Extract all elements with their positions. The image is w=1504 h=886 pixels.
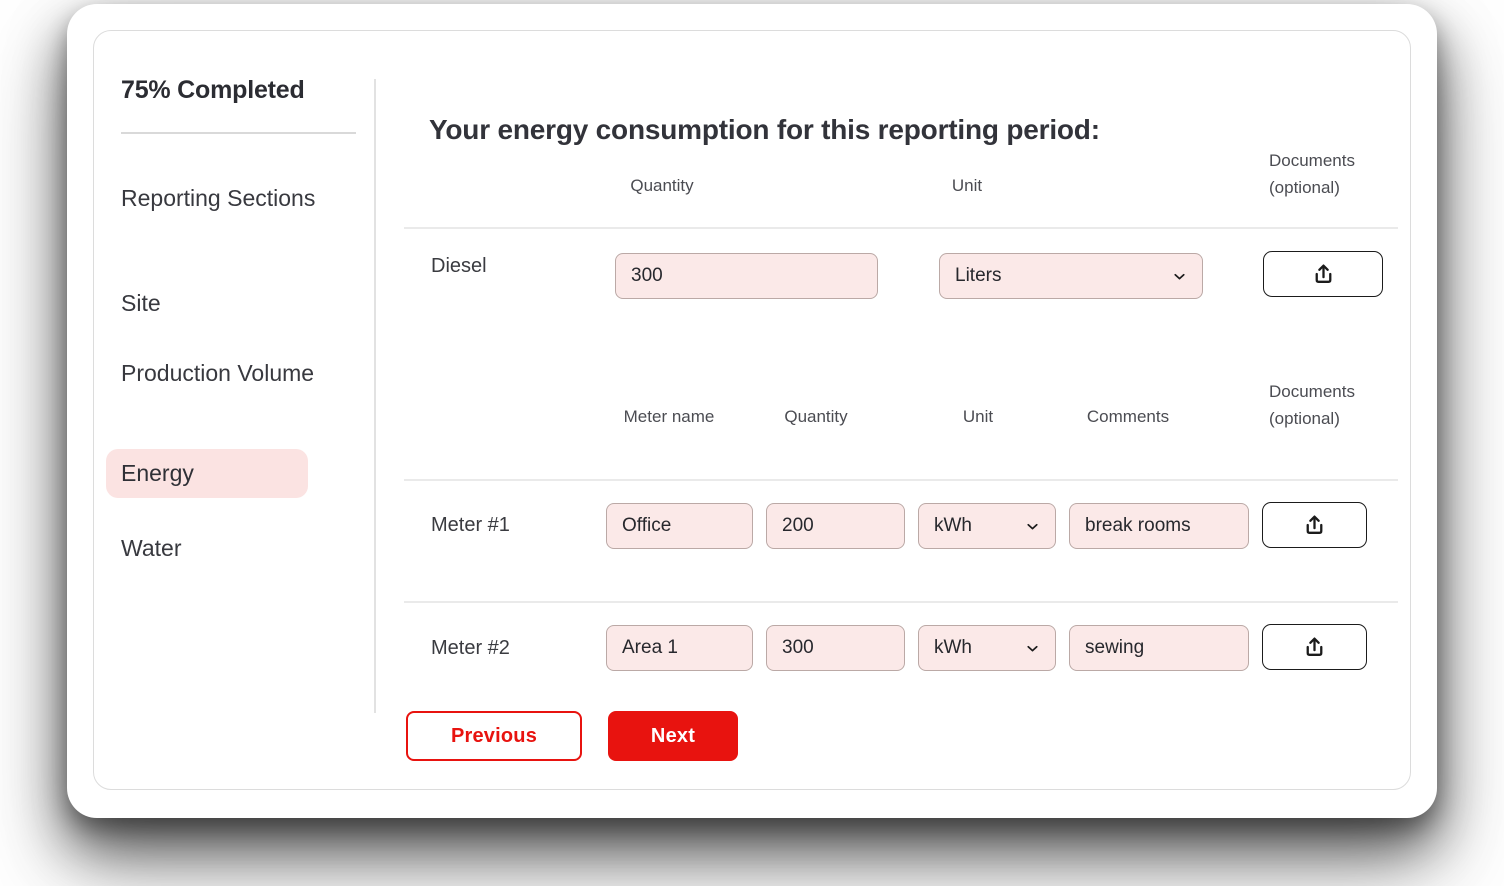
sidebar-main-divider bbox=[374, 79, 376, 713]
meter-table-divider-2 bbox=[404, 601, 1398, 603]
meter2-upload-documents-button[interactable] bbox=[1262, 624, 1367, 670]
fuel-table-divider bbox=[404, 227, 1398, 229]
meter-row-label-1: Meter #1 bbox=[431, 514, 510, 536]
fuel-header-documents-line1: Documents bbox=[1269, 151, 1355, 170]
chevron-down-icon bbox=[1174, 273, 1185, 279]
fuel-header-documents-line2: (optional) bbox=[1269, 178, 1340, 197]
meter2-quantity-input[interactable] bbox=[766, 625, 905, 671]
meter1-name-input[interactable] bbox=[606, 503, 753, 549]
diesel-upload-documents-button[interactable] bbox=[1263, 251, 1383, 297]
sidebar-divider bbox=[121, 132, 356, 134]
fuel-header-unit: Unit bbox=[951, 176, 983, 195]
sidebar-item-production-volume[interactable]: Production Volume bbox=[121, 360, 315, 386]
previous-button[interactable]: Previous bbox=[406, 711, 582, 761]
meter2-name-input[interactable] bbox=[606, 625, 753, 671]
meter-row-label-2: Meter #2 bbox=[431, 637, 510, 659]
meter1-unit-select[interactable]: kWh bbox=[918, 503, 1056, 549]
next-button[interactable]: Next bbox=[608, 711, 738, 761]
meter-header-documents-line1: Documents bbox=[1269, 382, 1355, 401]
meter-header-documents-line2: (optional) bbox=[1269, 409, 1340, 428]
meter-header-name: Meter name bbox=[623, 407, 715, 426]
upload-icon bbox=[1315, 264, 1331, 283]
form-panel: 75% Completed Reporting Sections Site Pr… bbox=[93, 30, 1411, 790]
meter2-unit-select[interactable]: kWh bbox=[918, 625, 1056, 671]
fuel-row-label-diesel: Diesel bbox=[431, 255, 487, 277]
progress-label: 75% Completed bbox=[121, 76, 305, 104]
meter1-quantity-input[interactable] bbox=[766, 503, 905, 549]
fuel-header-documents: Documents (optional) bbox=[1269, 147, 1355, 201]
meter2-unit-selected-value: kWh bbox=[934, 637, 972, 658]
page-title: Your energy consumption for this reporti… bbox=[429, 113, 1100, 145]
chevron-down-icon bbox=[1027, 645, 1038, 651]
chevron-down-icon bbox=[1027, 523, 1038, 529]
sidebar-item-water[interactable]: Water bbox=[121, 535, 182, 561]
meter1-unit-selected-value: kWh bbox=[934, 515, 972, 536]
fuel-header-quantity: Quantity bbox=[630, 176, 694, 195]
meter-table-divider-1 bbox=[404, 479, 1398, 481]
meter-header-unit: Unit bbox=[962, 407, 994, 426]
meter-header-quantity: Quantity bbox=[784, 407, 848, 426]
meter-header-documents: Documents (optional) bbox=[1269, 378, 1355, 432]
meter1-upload-documents-button[interactable] bbox=[1262, 502, 1367, 548]
app-card: 75% Completed Reporting Sections Site Pr… bbox=[67, 4, 1437, 818]
meter2-comments-input[interactable] bbox=[1069, 625, 1249, 671]
sidebar-item-site[interactable]: Site bbox=[121, 290, 161, 316]
diesel-unit-selected-value: Liters bbox=[955, 265, 1002, 286]
meter-header-comments: Comments bbox=[1086, 407, 1170, 426]
diesel-quantity-input[interactable] bbox=[615, 253, 878, 299]
sidebar-item-reporting-sections[interactable]: Reporting Sections bbox=[121, 185, 316, 211]
sidebar-item-energy-label: Energy bbox=[121, 460, 194, 486]
sidebar-item-energy-active[interactable]: Energy bbox=[106, 449, 308, 498]
meter1-comments-input[interactable] bbox=[1069, 503, 1249, 549]
upload-icon bbox=[1306, 637, 1323, 656]
diesel-unit-select[interactable]: Liters bbox=[939, 253, 1203, 299]
upload-icon bbox=[1306, 515, 1323, 534]
